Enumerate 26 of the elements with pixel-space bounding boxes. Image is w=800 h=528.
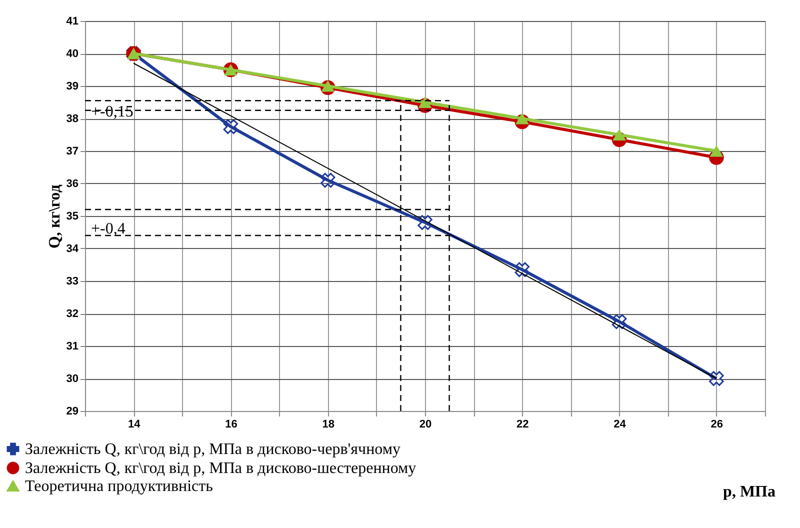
y-tick-label: 31 [66, 340, 78, 352]
x-tick-label: 18 [322, 418, 334, 430]
y-tick-label: 35 [66, 210, 78, 222]
y-tick-label: 32 [66, 308, 78, 320]
annotation: +-0,4 [91, 220, 126, 238]
x-tick-label: 22 [516, 418, 529, 430]
x-tick-label: 24 [614, 418, 627, 430]
y-tick-label: 38 [66, 113, 78, 125]
x-tick-label: 26 [710, 418, 724, 430]
y-tick-label: 40 [66, 48, 78, 60]
y-axis-title: Q, кг\год [46, 184, 64, 248]
y-tick-label: 29 [66, 406, 78, 418]
y-tick-label: 39 [66, 80, 78, 92]
y-tick-label: 37 [66, 146, 78, 158]
x-tick-label: 14 [128, 418, 142, 430]
y-tick-label: 41 [66, 16, 78, 28]
y-tick-label: 33 [66, 276, 78, 288]
y-tick-label: 36 [66, 178, 78, 190]
x-tick-label: 20 [419, 418, 432, 430]
legend-label: Теоретична продуктивність [25, 478, 213, 495]
x-axis-title: p, МПа [723, 484, 776, 500]
legend-label: Залежність Q, кг\год від p, МПа в дисково-черв'ячному [25, 441, 400, 458]
legend-label: Залежність Q, кг\год від p, МПа в дисково-шестеренному [25, 460, 416, 477]
y-tick-label: 34 [66, 243, 80, 255]
x-tick-label: 16 [225, 418, 238, 430]
y-tick-label: 30 [66, 373, 78, 385]
